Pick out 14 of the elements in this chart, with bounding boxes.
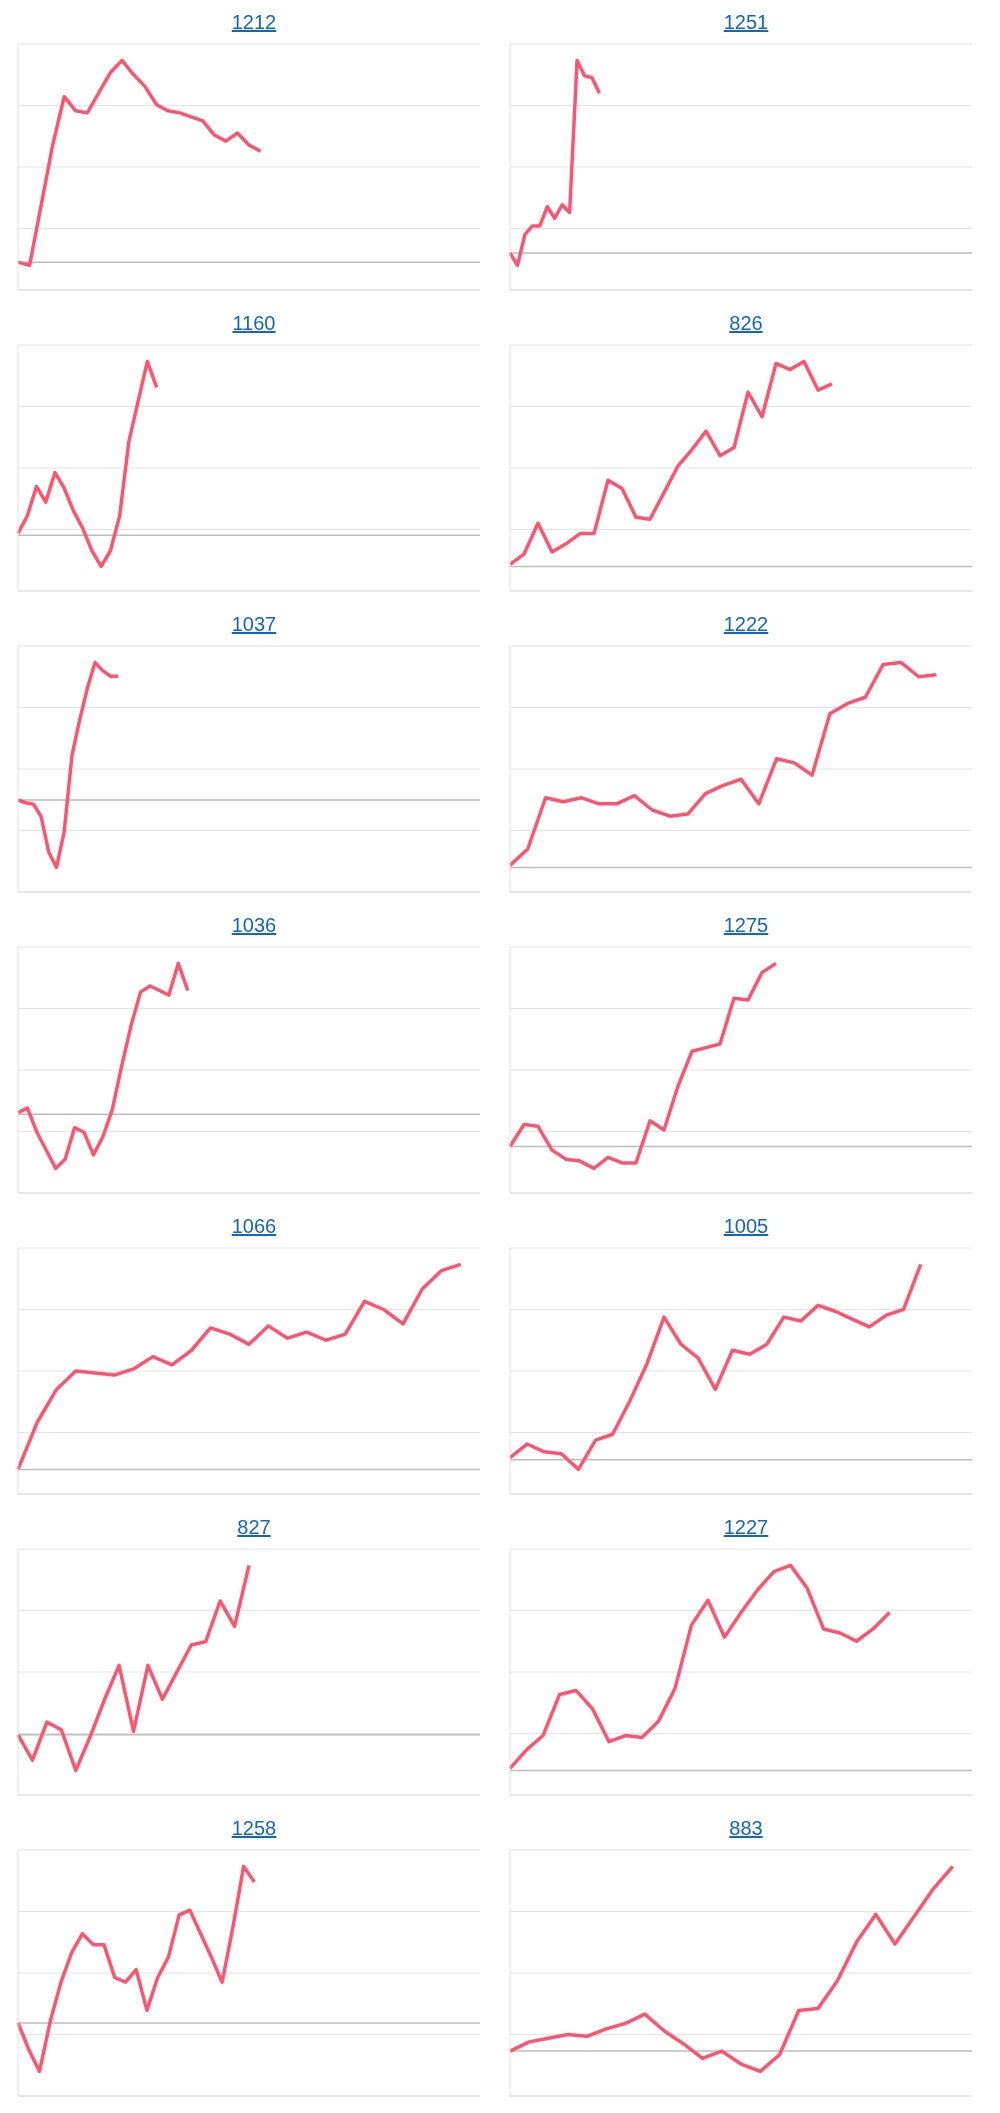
chart-title: 1005	[722, 1214, 770, 1239]
chart-title: 1251	[722, 10, 770, 35]
chart-title: 1212	[230, 10, 278, 35]
chart-title: 1037	[230, 612, 278, 637]
chart-title: 827	[236, 1515, 272, 1540]
chart-title: 1160	[231, 311, 277, 336]
chart-title: 1222	[722, 612, 770, 637]
chart-title: 1066	[230, 1214, 278, 1239]
chart-title: 883	[728, 1816, 764, 1841]
chart-title: 1227	[722, 1515, 770, 1540]
chart-title: 1036	[230, 913, 278, 938]
chart-title: 1258	[230, 1816, 278, 1841]
chart-title: 826	[728, 311, 764, 336]
chart-title: 1275	[722, 913, 770, 938]
